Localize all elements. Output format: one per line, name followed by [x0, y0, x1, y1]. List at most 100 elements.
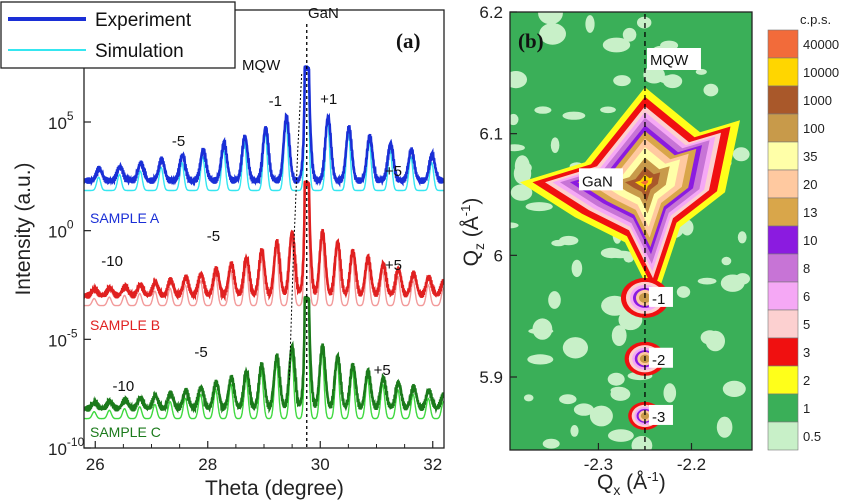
map-speckle — [608, 429, 634, 442]
satellite-label: +5 — [385, 163, 402, 180]
colorbar-label: 2 — [803, 373, 810, 388]
map-speckle — [510, 113, 519, 126]
map-speckle — [721, 256, 732, 266]
map-speckle — [538, 12, 563, 25]
series-sample-a-experiment — [84, 65, 444, 188]
x-tick-label: -2.2 — [677, 455, 706, 474]
y-tick-label: 100 — [48, 218, 74, 242]
panel-b-ylabel: Qz (Å-1) — [458, 198, 487, 267]
satellite-label-bg — [648, 286, 673, 307]
map-speckle — [523, 394, 534, 402]
mqw-tilt-line — [288, 73, 303, 381]
colorbar-label: 10 — [803, 233, 817, 248]
panel-a-curves — [84, 65, 444, 420]
map-speckle — [510, 144, 525, 152]
map-speckle — [631, 436, 653, 450]
map-speckle — [697, 277, 717, 285]
map-speckle — [737, 231, 747, 244]
map-speckle — [695, 68, 707, 75]
satellite-label: -5 — [207, 228, 220, 245]
map-speckle — [550, 137, 560, 153]
legend-box — [0, 1, 236, 69]
series-sample-c-experiment — [84, 295, 444, 414]
colorbar-label: 13 — [803, 205, 817, 220]
panel-b-ticks: -2.3 -2.2 5.9 6 6.1 6.2 — [479, 3, 706, 474]
satellite-label: -1 — [269, 93, 282, 110]
map-speckle — [703, 83, 719, 97]
colorbar-label: 100 — [803, 121, 825, 136]
gan-peak-label: GaN — [582, 173, 613, 190]
mqw-label-bg — [646, 48, 701, 70]
map-speckle — [534, 106, 552, 114]
colorbar-label: 6 — [803, 289, 810, 304]
satellite-label: -5 — [194, 344, 207, 361]
map-speckle — [732, 147, 750, 162]
sample-label: SAMPLE B — [90, 317, 160, 333]
rsm-map — [510, 12, 752, 450]
colorbar-swatch — [767, 29, 799, 59]
map-speckle — [546, 25, 556, 32]
x-tick-label: 26 — [86, 455, 105, 474]
panel-a-ticks: 26 28 30 32 105 100 10-5 10-10 — [48, 109, 442, 474]
colorbar-title: c.p.s. — [800, 12, 831, 27]
map-speckle — [610, 386, 628, 395]
series-sample-b-simulation — [84, 181, 444, 307]
colorbar-label: 20 — [803, 177, 817, 192]
colorbar-swatch — [767, 393, 799, 423]
map-speckle — [589, 405, 613, 427]
map-speckle — [622, 27, 637, 42]
map-speckle — [542, 438, 560, 449]
colorbar-swatch — [767, 85, 799, 115]
colorbar-swatch — [767, 169, 799, 199]
mqw-label: MQW — [650, 52, 689, 69]
satellite-label-bg — [648, 404, 673, 425]
map-speckle — [571, 259, 583, 278]
panel-b-frame — [509, 11, 753, 451]
y-tick-label: 5.9 — [479, 368, 503, 387]
colorbar-label: 3 — [803, 345, 810, 360]
colorbar-label: 40000 — [803, 37, 839, 52]
panel-a-label: (a) — [396, 29, 421, 53]
map-speckle — [532, 318, 553, 340]
panel-a-annotations: -5 -1 +1 +5 SAMPLE A -10 -5 +5 SAMPLE B -10 -5 +5 SA… — [90, 91, 402, 440]
y-tick-label: 6.2 — [479, 3, 503, 22]
map-speckle — [663, 383, 677, 403]
legend: Experiment Simulation — [0, 1, 236, 69]
colorbar-swatch — [767, 197, 799, 227]
map-speckle — [559, 235, 579, 246]
map-speckle — [548, 291, 561, 309]
x-tick-label: 32 — [423, 455, 442, 474]
satellite-label: -10 — [113, 378, 135, 395]
map-speckle — [562, 111, 586, 120]
satellite-label: +1 — [320, 91, 337, 108]
panel-b-xlabel: Qx (Å-1) — [597, 469, 666, 498]
map-speckle — [716, 416, 733, 438]
colorbar-label: 35 — [803, 149, 817, 164]
map-speckle — [735, 273, 750, 285]
y-tick-label: 6.1 — [479, 125, 503, 144]
panel-b-label: (b) — [518, 29, 544, 53]
colorbar: 40000 10000 1000 100 35 20 13 10 8 6 5 3 2 1 0.5 — [767, 29, 839, 451]
map-speckle — [559, 394, 577, 405]
map-speckle — [510, 184, 533, 201]
map-speckle — [600, 106, 616, 114]
map-speckle — [607, 250, 634, 259]
map-speckle — [611, 325, 627, 346]
panel-a: 26 28 30 32 105 100 10-5 10-10 Theta (degree) I… — [0, 1, 445, 500]
satellite-peak-label: -3 — [652, 409, 665, 426]
x-tick-label: 30 — [311, 455, 330, 474]
map-speckle — [514, 155, 530, 177]
legend-simulation-label: Simulation — [95, 41, 184, 62]
colorbar-swatch — [767, 141, 799, 171]
colorbar-swatch — [767, 365, 799, 395]
panel-a-ylabel: Intensity (a.u.) — [12, 162, 35, 295]
mqw-label: MQW — [242, 57, 281, 74]
map-speckle — [510, 71, 527, 89]
y-tick-label: 105 — [48, 109, 74, 133]
satellite-peak-label: -2 — [652, 352, 665, 369]
sample-label: SAMPLE C — [90, 424, 161, 440]
gan-label-bg — [578, 168, 623, 191]
panel-b-annotations: MQW GaN -1 -2 -3 — [578, 48, 701, 426]
map-speckle — [562, 337, 589, 359]
